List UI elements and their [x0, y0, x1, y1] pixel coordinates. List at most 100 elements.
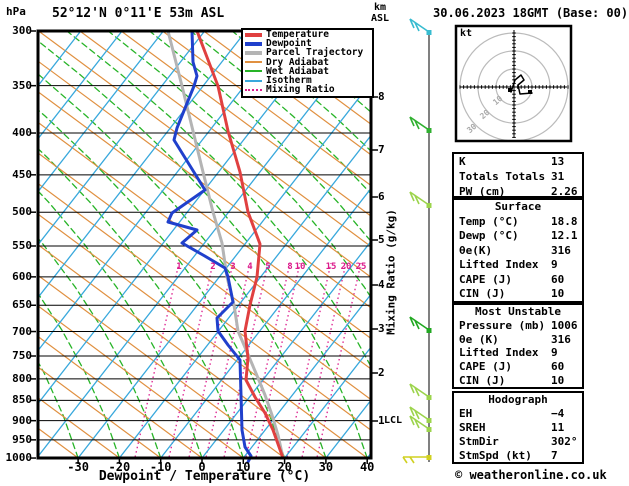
- table-row: PW (cm) 2.26: [454, 184, 582, 199]
- mixing-ratio-value-label: 15: [325, 262, 337, 272]
- pressure-tick-label: 550: [12, 238, 32, 252]
- mixing-ratio-value-label: 1: [176, 262, 182, 272]
- temperature-tick-label: 40: [359, 460, 375, 474]
- pressure-tick-label: 400: [12, 126, 32, 140]
- wind-barbs: [402, 18, 432, 464]
- row-label: Temp (°C): [459, 214, 519, 228]
- mixing-ratio-value-label: 8: [287, 262, 293, 272]
- station-title: 52°12'N 0°11'E 53m ASL: [52, 6, 225, 21]
- series-temperature: [195, 29, 285, 460]
- mixing-ratio-value-label: 3: [230, 262, 236, 272]
- pressure-tick-label: 500: [12, 205, 32, 219]
- row-value: 2.26: [551, 185, 578, 198]
- table-row: θe (K) 316: [454, 333, 582, 347]
- km-tick-label: 2: [378, 366, 385, 379]
- table-row: K 13: [454, 154, 582, 169]
- table-row: CAPE (J) 60: [454, 273, 582, 288]
- row-label: PW (cm): [459, 185, 506, 198]
- legend-item: Isotherm: [243, 76, 372, 85]
- row-value: 18.8: [551, 214, 578, 228]
- legend-label: Isotherm: [266, 75, 312, 87]
- table-most-unstable: Most Unstable Pressure (mb) 1006 θe (K) 316 L…: [452, 303, 584, 389]
- wind-barb: [409, 191, 432, 208]
- row-label: CIN (J): [459, 373, 506, 387]
- table-row: θe(K) 316: [454, 244, 582, 259]
- km-tick-label: 4: [378, 278, 385, 291]
- series-dewpoint: [166, 29, 253, 464]
- row-label: CAPE (J): [459, 360, 512, 374]
- pressure-tick-label: 650: [12, 298, 32, 312]
- wind-barb: [409, 415, 432, 432]
- legend-label: Parcel Trajectory: [266, 47, 364, 59]
- table-row: Temp (°C) 18.8: [454, 215, 582, 230]
- row-label: StmDir: [459, 435, 499, 448]
- pressure-tick-label: 350: [12, 78, 32, 92]
- row-value: 60: [551, 272, 565, 286]
- pressure-tick-label: 450: [12, 167, 32, 181]
- row-value: 11: [551, 421, 565, 434]
- mixing-ratio-value-label: 5: [265, 262, 271, 272]
- km-tick-label: 5: [378, 233, 385, 246]
- legend-item: Dewpoint: [243, 39, 372, 49]
- km-tick-label: 8: [378, 90, 385, 103]
- wind-barb: [409, 316, 432, 333]
- legend-label: Dry Adiabat: [266, 56, 329, 68]
- legend-swatch-thick: [245, 41, 262, 46]
- row-value: 31: [551, 170, 565, 183]
- temperature-axis-label: Dewpoint / Temperature (°C): [98, 469, 311, 484]
- legend-label: Temperature: [266, 29, 329, 41]
- legend-item: Parcel Trajectory: [243, 47, 372, 59]
- series-parcel-trajectory: [166, 29, 285, 460]
- temperature-tick-label: -30: [67, 460, 89, 474]
- table-row: Pressure (mb) 1006: [454, 319, 582, 333]
- table-surface: Surface Temp (°C) 18.8 Dewp (°C) 12.1 θe(K) 31…: [452, 198, 584, 303]
- table-row: Totals Totals 31: [454, 169, 582, 184]
- legend: Temperature Dewpoint Parcel Trajectory Dry …: [241, 28, 374, 98]
- legend-swatch-thick: [245, 32, 262, 37]
- mixing-ratio-value-label: 25: [355, 262, 367, 272]
- sounding-curves: [166, 29, 285, 464]
- table-row: CIN (J) 10: [454, 374, 582, 388]
- row-value: 60: [551, 360, 565, 374]
- table-header: Hodograph: [488, 393, 548, 406]
- row-value: 13: [551, 155, 565, 168]
- temperature-tick-label: -10: [149, 460, 172, 474]
- wind-barb: [409, 116, 432, 133]
- plot-frame: [36, 29, 373, 460]
- temperature-tick-label: 0: [198, 460, 206, 474]
- copyright-footer: © weatheronline.co.uk: [455, 468, 607, 482]
- row-label: CIN (J): [459, 287, 506, 300]
- pressure-tick-label: 600: [12, 269, 32, 283]
- lcl-label: LCL: [384, 415, 403, 426]
- mixing-ratio-value-label: 4: [247, 262, 253, 272]
- row-label: StmSpd (kt): [459, 449, 532, 462]
- pressure-tick-label: 800: [12, 371, 32, 385]
- hodograph: [454, 24, 573, 143]
- legend-swatch-thin: [245, 70, 262, 73]
- pressure-tick-label: 700: [12, 324, 32, 338]
- plot-background: [38, 31, 371, 458]
- legend-swatch-thin: [245, 79, 262, 82]
- mixing-ratio-value-label: 20: [340, 262, 352, 272]
- table-row: EH −4: [454, 407, 582, 421]
- table-row: SREH 11: [454, 421, 582, 435]
- km-axis-header: km: [374, 2, 387, 13]
- temperature-tick-label: 10: [236, 460, 251, 474]
- legend-item: Wet Adiabat: [243, 67, 372, 76]
- row-label: Lifted Index: [459, 258, 539, 271]
- km-tick-label: 6: [378, 190, 385, 203]
- table-row: StmDir 302°: [454, 435, 582, 449]
- row-value: 316: [551, 243, 571, 257]
- temperature-tick-label: 30: [318, 460, 334, 474]
- row-value: 1006: [551, 318, 578, 332]
- mixing-ratio-value-label: 2: [210, 262, 216, 272]
- pressure-tick-label: 300: [12, 24, 32, 37]
- row-label: EH: [459, 407, 473, 420]
- table-row: Dewp (°C) 12.1: [454, 229, 582, 244]
- legend-label: Wet Adiabat: [266, 65, 329, 77]
- row-label: θe(K): [459, 243, 493, 257]
- row-label: Dewp (°C): [459, 229, 519, 242]
- row-value: 10: [551, 373, 565, 387]
